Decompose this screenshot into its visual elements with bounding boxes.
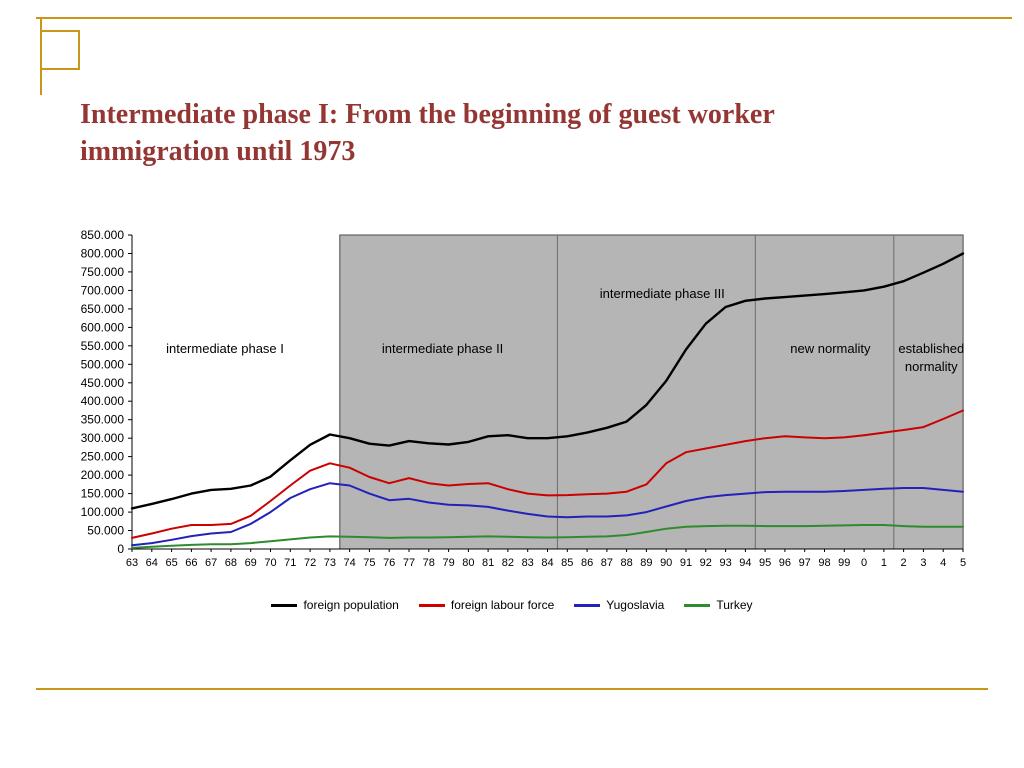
y-tick-label: 800.000 (81, 247, 125, 261)
series-foreign-population (130, 252, 965, 510)
x-tick-label: 2 (901, 557, 907, 569)
x-tick-label: 67 (205, 557, 217, 569)
x-tick-label: 97 (799, 557, 811, 569)
x-tick-label: 92 (700, 557, 712, 569)
legend-item: foreign population (271, 598, 399, 612)
phase-label: intermediate phase II (382, 341, 503, 356)
y-tick-label: 400.000 (81, 394, 125, 408)
x-tick-label: 1 (881, 557, 887, 569)
x-tick-label: 99 (838, 557, 850, 569)
legend-swatch (418, 603, 445, 607)
x-tick-label: 96 (779, 557, 791, 569)
x-tick-label: 85 (561, 557, 573, 569)
y-tick-label: 150.000 (81, 487, 125, 501)
x-tick-label: 78 (423, 557, 435, 569)
phase-label: normality (905, 359, 958, 374)
x-tick-label: 98 (818, 557, 830, 569)
legend-swatch (271, 603, 298, 607)
x-tick-label: 87 (601, 557, 613, 569)
y-tick-label: 0 (117, 542, 124, 556)
y-tick-label: 200.000 (81, 468, 125, 482)
x-tick-label: 89 (640, 557, 652, 569)
x-tick-label: 73 (324, 557, 336, 569)
x-tick-label: 84 (541, 557, 553, 569)
legend-label: foreign labour force (450, 598, 555, 612)
y-tick-label: 300.000 (81, 431, 125, 445)
legend-label: Turkey (716, 598, 753, 612)
y-tick-label: 500.000 (81, 357, 125, 371)
shaded-region (339, 234, 964, 550)
x-tick-label: 79 (442, 557, 454, 569)
x-tick-label: 86 (581, 557, 593, 569)
series-yugoslavia (131, 482, 964, 547)
x-tick-label: 77 (403, 557, 415, 569)
x-tick-label: 74 (343, 557, 355, 569)
x-tick-label: 76 (383, 557, 395, 569)
chart-legend: foreign population foreign labour force Yu… (0, 594, 1024, 616)
slide-title-line2: immigration until 1973 (80, 136, 356, 167)
slide-title-line1: Intermediate phase I: From the beginning… (80, 99, 775, 130)
y-tick-label: 850.000 (81, 228, 125, 242)
x-tick-label: 3 (920, 557, 926, 569)
y-tick-label: 750.000 (81, 265, 125, 279)
bottom-rule (36, 688, 988, 690)
y-tick-label: 50.000 (87, 524, 124, 538)
x-tick-label: 64 (146, 557, 158, 569)
corner-ornament-square (40, 30, 80, 70)
x-tick-label: 90 (660, 557, 672, 569)
phase-chart-svg: 850.000 800.000 750.000 700.000 650.000 600.0… (81, 228, 966, 569)
x-tick-label: 72 (304, 557, 316, 569)
x-tick-label: 5 (960, 557, 966, 569)
x-tick-label: 83 (522, 557, 534, 569)
x-tick-label: 4 (940, 557, 946, 569)
x-tick-label: 65 (165, 557, 177, 569)
x-tick-label: 82 (502, 557, 514, 569)
x-tick-label: 0 (861, 557, 867, 569)
y-tick-label: 350.000 (81, 413, 125, 427)
series-foreign-labour-force (131, 409, 964, 539)
phase-label: new normality (790, 341, 871, 356)
y-tick-label: 600.000 (81, 320, 125, 334)
legend-swatch (684, 603, 711, 607)
phase-label: intermediate phase I (166, 341, 284, 356)
legend-label: Yugoslavia (606, 598, 665, 612)
phase-label: intermediate phase III (600, 286, 725, 301)
x-tick-label: 70 (264, 557, 276, 569)
legend-item: foreign labour force (418, 598, 555, 612)
y-tick-label: 450.000 (81, 376, 125, 390)
legend-swatch (574, 603, 601, 607)
x-tick-label: 91 (680, 557, 692, 569)
x-tick-label: 80 (462, 557, 474, 569)
x-tick-label: 63 (126, 557, 138, 569)
y-tick-label: 550.000 (81, 339, 125, 353)
y-tick-label: 650.000 (81, 302, 125, 316)
x-tick-label: 68 (225, 557, 237, 569)
legend-label: foreign population (303, 598, 399, 612)
y-tick-label: 700.000 (81, 283, 125, 297)
x-tick-label: 81 (482, 557, 494, 569)
phase-label: established (898, 341, 964, 356)
legend-item: Yugoslavia (574, 598, 664, 612)
x-tick-label: 66 (185, 557, 197, 569)
x-tick-label: 88 (620, 557, 632, 569)
x-tick-label: 94 (739, 557, 751, 569)
series-turkey (131, 524, 964, 549)
top-rule (36, 17, 1012, 19)
y-tick-label: 100.000 (81, 505, 125, 519)
x-tick-label: 71 (284, 557, 296, 569)
legend-item: Turkey (684, 598, 753, 612)
x-tick-label: 69 (245, 557, 257, 569)
slide-title: Intermediate phase I: From the beginning… (80, 96, 970, 170)
y-tick-label: 250.000 (81, 450, 125, 464)
chart-area: 850.000 800.000 750.000 700.000 650.000 600.0… (0, 225, 1024, 605)
x-tick-label: 75 (363, 557, 375, 569)
x-tick-label: 93 (719, 557, 731, 569)
x-tick-label: 95 (759, 557, 771, 569)
